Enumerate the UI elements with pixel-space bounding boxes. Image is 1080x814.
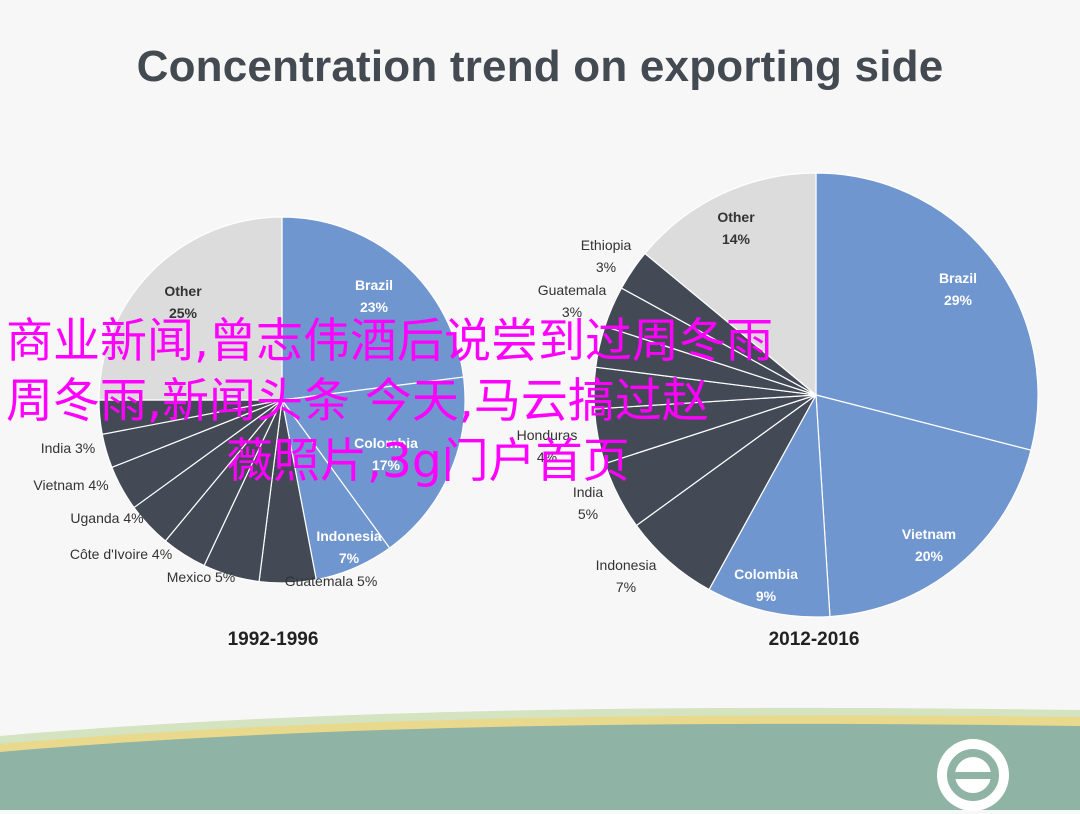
pie-slice-2-brazil	[815, 172, 1039, 451]
logo-icon	[937, 739, 1009, 811]
slice-value-2-brazil: 29%	[944, 292, 973, 308]
slice-label-1-colombia: Colombia	[354, 435, 418, 451]
slice-label-2-honduras: Honduras	[517, 427, 578, 443]
slice-label-2-brazil: Brazil	[939, 270, 977, 286]
slice-value-1-brazil: 23%	[360, 299, 389, 315]
pie-slice-1-brazil	[281, 216, 465, 401]
pie-title-1: 1992-1996	[228, 629, 319, 650]
pie-slice-1-colombia	[280, 376, 466, 549]
slice-value-1-colombia: 17%	[372, 457, 401, 473]
slice-label-2-india: India	[573, 484, 604, 500]
slice-value-1-other: 25%	[169, 305, 198, 321]
slice-label-2-other: Other	[717, 209, 755, 225]
slice-label-1-brazil: Brazil	[355, 277, 393, 293]
slice-label-2-vietnam: Vietnam	[902, 526, 956, 542]
slice-value-2-honduras: 4%	[537, 449, 557, 465]
pie-slice-2-colombia	[708, 392, 831, 618]
slice-label-1-c-te-d-ivoire: Côte d'Ivoire 4%	[70, 546, 172, 562]
slice-label-2-ethiopia: Ethiopia	[581, 237, 632, 253]
overlay-watermark-text: 商业新闻,曾志伟酒后说尝到过周冬雨 周冬雨,新闻头条 今天,马云搞过赵 薇照片,…	[0, 312, 1080, 552]
pie-title-2: 2012-2016	[769, 629, 860, 650]
slice-label-2-colombia: Colombia	[734, 566, 798, 582]
slice-label-1-vietnam: Vietnam 4%	[33, 477, 108, 493]
slice-value-2-ethiopia: 3%	[596, 259, 616, 275]
slice-label-1-other: Other	[164, 283, 202, 299]
slice-label-1-uganda: Uganda 4%	[70, 510, 143, 526]
slice-value-2-indonesia: 7%	[616, 579, 636, 595]
chart-title: Concentration trend on exporting side	[136, 42, 944, 91]
slice-label-2-guatemala: Guatemala	[538, 282, 607, 298]
pie-slice-2-vietnam	[815, 394, 1032, 618]
overlay-line-2: 周冬雨,新闻头条 今天,马云搞过赵	[6, 374, 709, 429]
overlay-line-1: 商业新闻,曾志伟酒后说尝到过周冬雨	[6, 314, 773, 369]
slice-label-1-india: India 3%	[41, 440, 95, 456]
pie-slice-1-other	[98, 216, 283, 401]
slice-value-2-guatemala: 3%	[562, 304, 582, 320]
slice-value-2-colombia: 9%	[756, 588, 777, 604]
slice-value-2-india: 5%	[578, 506, 598, 522]
slice-value-2-vietnam: 20%	[915, 548, 944, 564]
slice-value-1-indonesia: 7%	[339, 550, 360, 566]
slice-value-2-other: 14%	[722, 231, 751, 247]
slice-label-1-mexico: Mexico 5%	[167, 569, 235, 585]
pie-charts: Brazil 23% Colombia 17% Indonesia 7% Guatemala…	[33, 172, 1039, 650]
slice-label-2-indonesia: Indonesia	[596, 557, 657, 573]
footer-band	[0, 707, 1080, 810]
slice-label-1-guatemala: Guatemala 5%	[285, 573, 378, 589]
slice-label-1-indonesia: Indonesia	[316, 528, 382, 544]
pie-slice-2-other	[644, 172, 817, 397]
overlay-line-3: 薇照片,3g门户首页	[226, 434, 630, 489]
